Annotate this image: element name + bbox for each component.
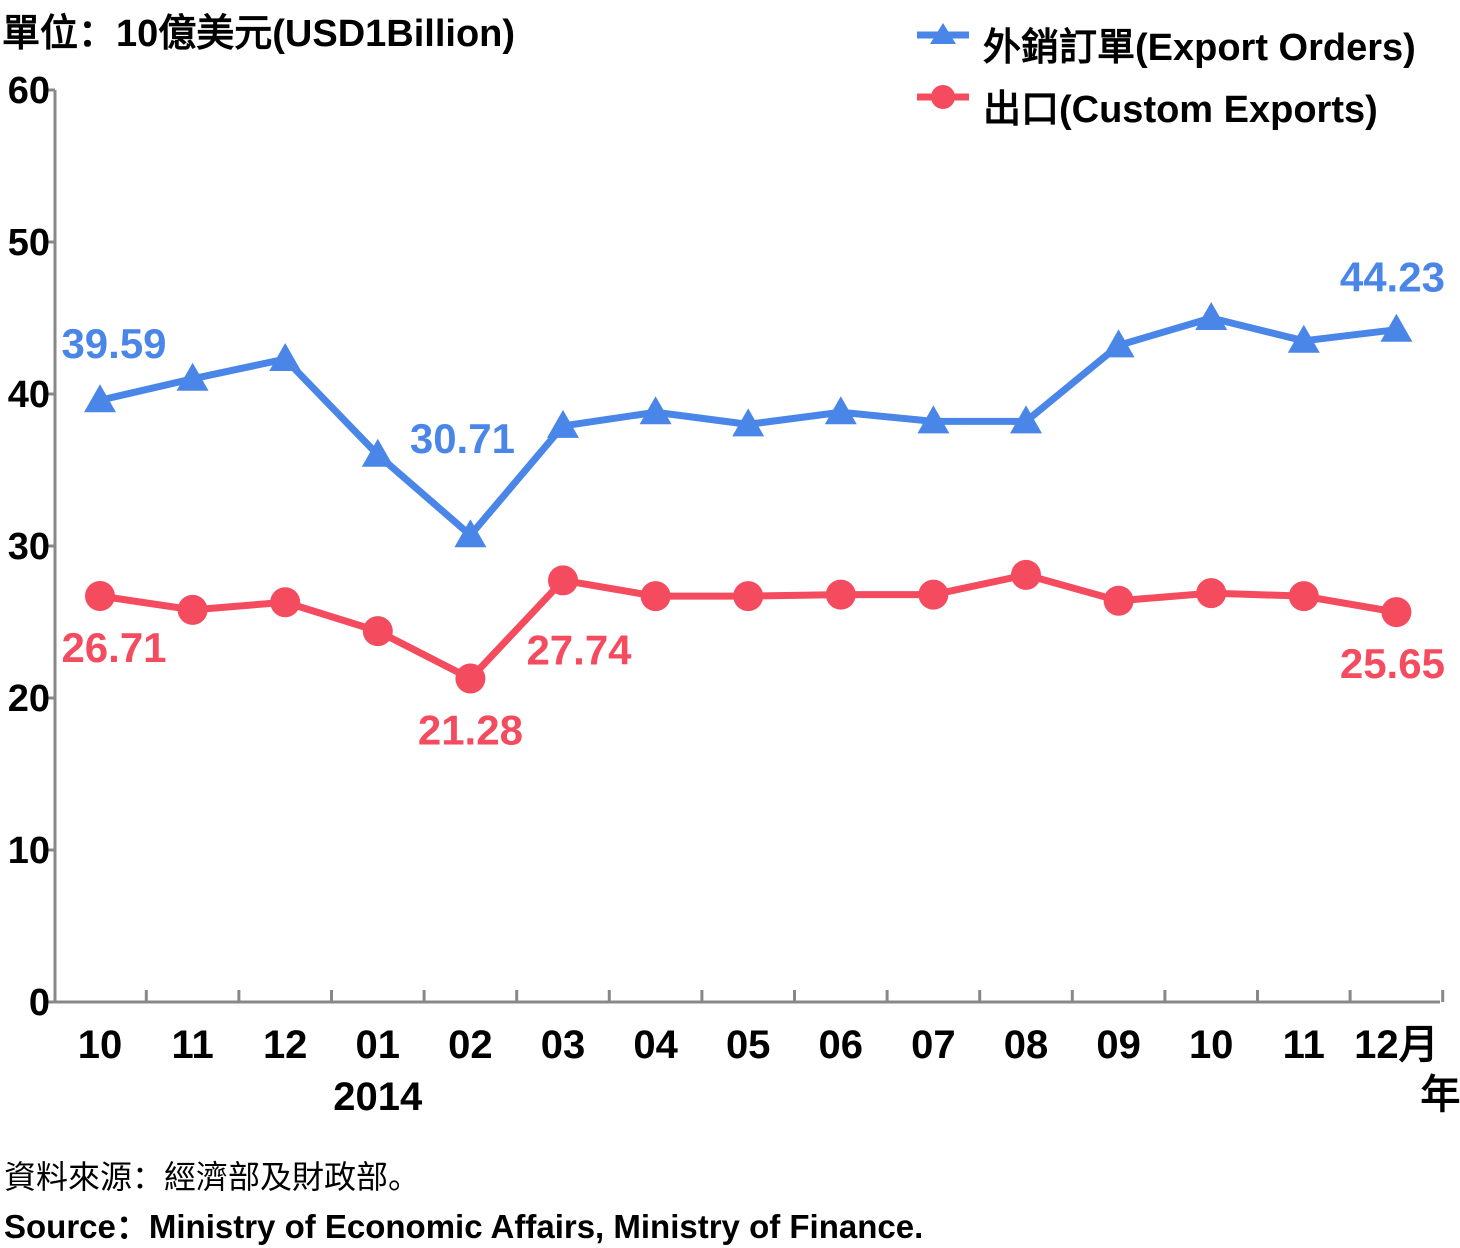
x-tick-label: 03 <box>541 1023 586 1067</box>
x-tick-label: 07 <box>911 1023 956 1067</box>
data-label-export-orders: 39.59 <box>61 320 166 367</box>
unit-label: 單位：10億美元(USD1Billion) <box>2 13 516 55</box>
y-tick-label: 30 <box>8 526 50 568</box>
x-tick-label: 01 <box>356 1023 401 1067</box>
data-point-export-orders <box>824 396 857 425</box>
legend-triangle-marker-icon <box>917 23 969 44</box>
data-point-custom-exports <box>640 581 671 612</box>
data-point-custom-exports <box>455 663 486 694</box>
data-point-custom-exports <box>1381 597 1412 628</box>
data-point-custom-exports <box>85 581 115 612</box>
data-point-export-orders <box>361 438 394 467</box>
y-tick-label: 10 <box>8 830 50 872</box>
data-point-export-orders <box>84 384 116 413</box>
y-tick-label: 0 <box>29 982 50 1024</box>
x-tick-label: 08 <box>1004 1023 1049 1067</box>
data-label-custom-exports: 27.74 <box>526 626 632 673</box>
legend-label-custom-exports: 出口(Custom Exports) <box>983 89 1378 131</box>
data-point-custom-exports <box>733 581 764 612</box>
legend-label-export-orders: 外銷訂單(Export Orders) <box>983 27 1416 69</box>
data-point-export-orders <box>269 343 302 372</box>
data-point-custom-exports <box>1011 559 1041 590</box>
x-tick-label: 11 <box>171 1023 213 1067</box>
data-label-export-orders: 30.71 <box>410 415 515 462</box>
legend-circle-marker-icon <box>917 85 969 109</box>
data-point-custom-exports <box>177 594 208 625</box>
x-tick-label: 10 <box>1189 1023 1234 1067</box>
x-tick-label: 11 <box>1283 1023 1325 1067</box>
source-note-chinese: 資料來源：經濟部及財政部。 <box>4 1159 421 1195</box>
data-point-export-orders <box>176 362 209 391</box>
data-label-export-orders: 44.23 <box>1340 254 1445 301</box>
data-point-export-orders <box>454 519 487 548</box>
x-tick-label: 12月 <box>1354 1023 1439 1067</box>
data-point-custom-exports <box>548 565 578 596</box>
data-point-export-orders <box>1010 405 1042 434</box>
x-tick-label: 02 <box>448 1023 493 1067</box>
data-label-custom-exports: 25.65 <box>1340 640 1445 687</box>
data-point-custom-exports <box>918 579 949 610</box>
data-point-custom-exports <box>270 587 301 618</box>
data-point-export-orders <box>1195 302 1228 330</box>
data-point-export-orders <box>1380 313 1413 342</box>
year-label: 2014 <box>333 1075 423 1119</box>
data-point-export-orders <box>1287 324 1320 353</box>
data-point-export-orders <box>732 408 765 437</box>
data-point-export-orders <box>1102 329 1135 358</box>
x-tick-label: 10 <box>78 1023 123 1067</box>
data-point-export-orders <box>547 409 579 438</box>
source-note-english: Source：Ministry of Economic Affairs, Min… <box>4 1208 924 1245</box>
data-point-export-orders <box>639 396 672 425</box>
year-suffix-label: 年 <box>1420 1073 1460 1117</box>
data-point-export-orders <box>917 405 950 434</box>
y-tick-label: 50 <box>8 222 50 264</box>
y-tick-label: 40 <box>8 374 50 416</box>
data-point-custom-exports <box>362 616 393 647</box>
y-tick-label: 20 <box>8 678 50 720</box>
data-label-custom-exports: 21.28 <box>418 707 523 754</box>
data-label-custom-exports: 26.71 <box>61 624 166 671</box>
x-tick-label: 05 <box>726 1023 771 1067</box>
x-tick-label: 12 <box>263 1023 308 1067</box>
x-tick-label: 04 <box>633 1023 678 1067</box>
x-tick-label: 06 <box>819 1023 864 1067</box>
data-point-custom-exports <box>1196 578 1227 609</box>
y-tick-label: 60 <box>8 70 50 112</box>
data-point-custom-exports <box>825 579 856 610</box>
data-point-custom-exports <box>1103 585 1134 616</box>
data-point-custom-exports <box>1288 581 1319 612</box>
x-tick-label: 09 <box>1096 1023 1141 1067</box>
